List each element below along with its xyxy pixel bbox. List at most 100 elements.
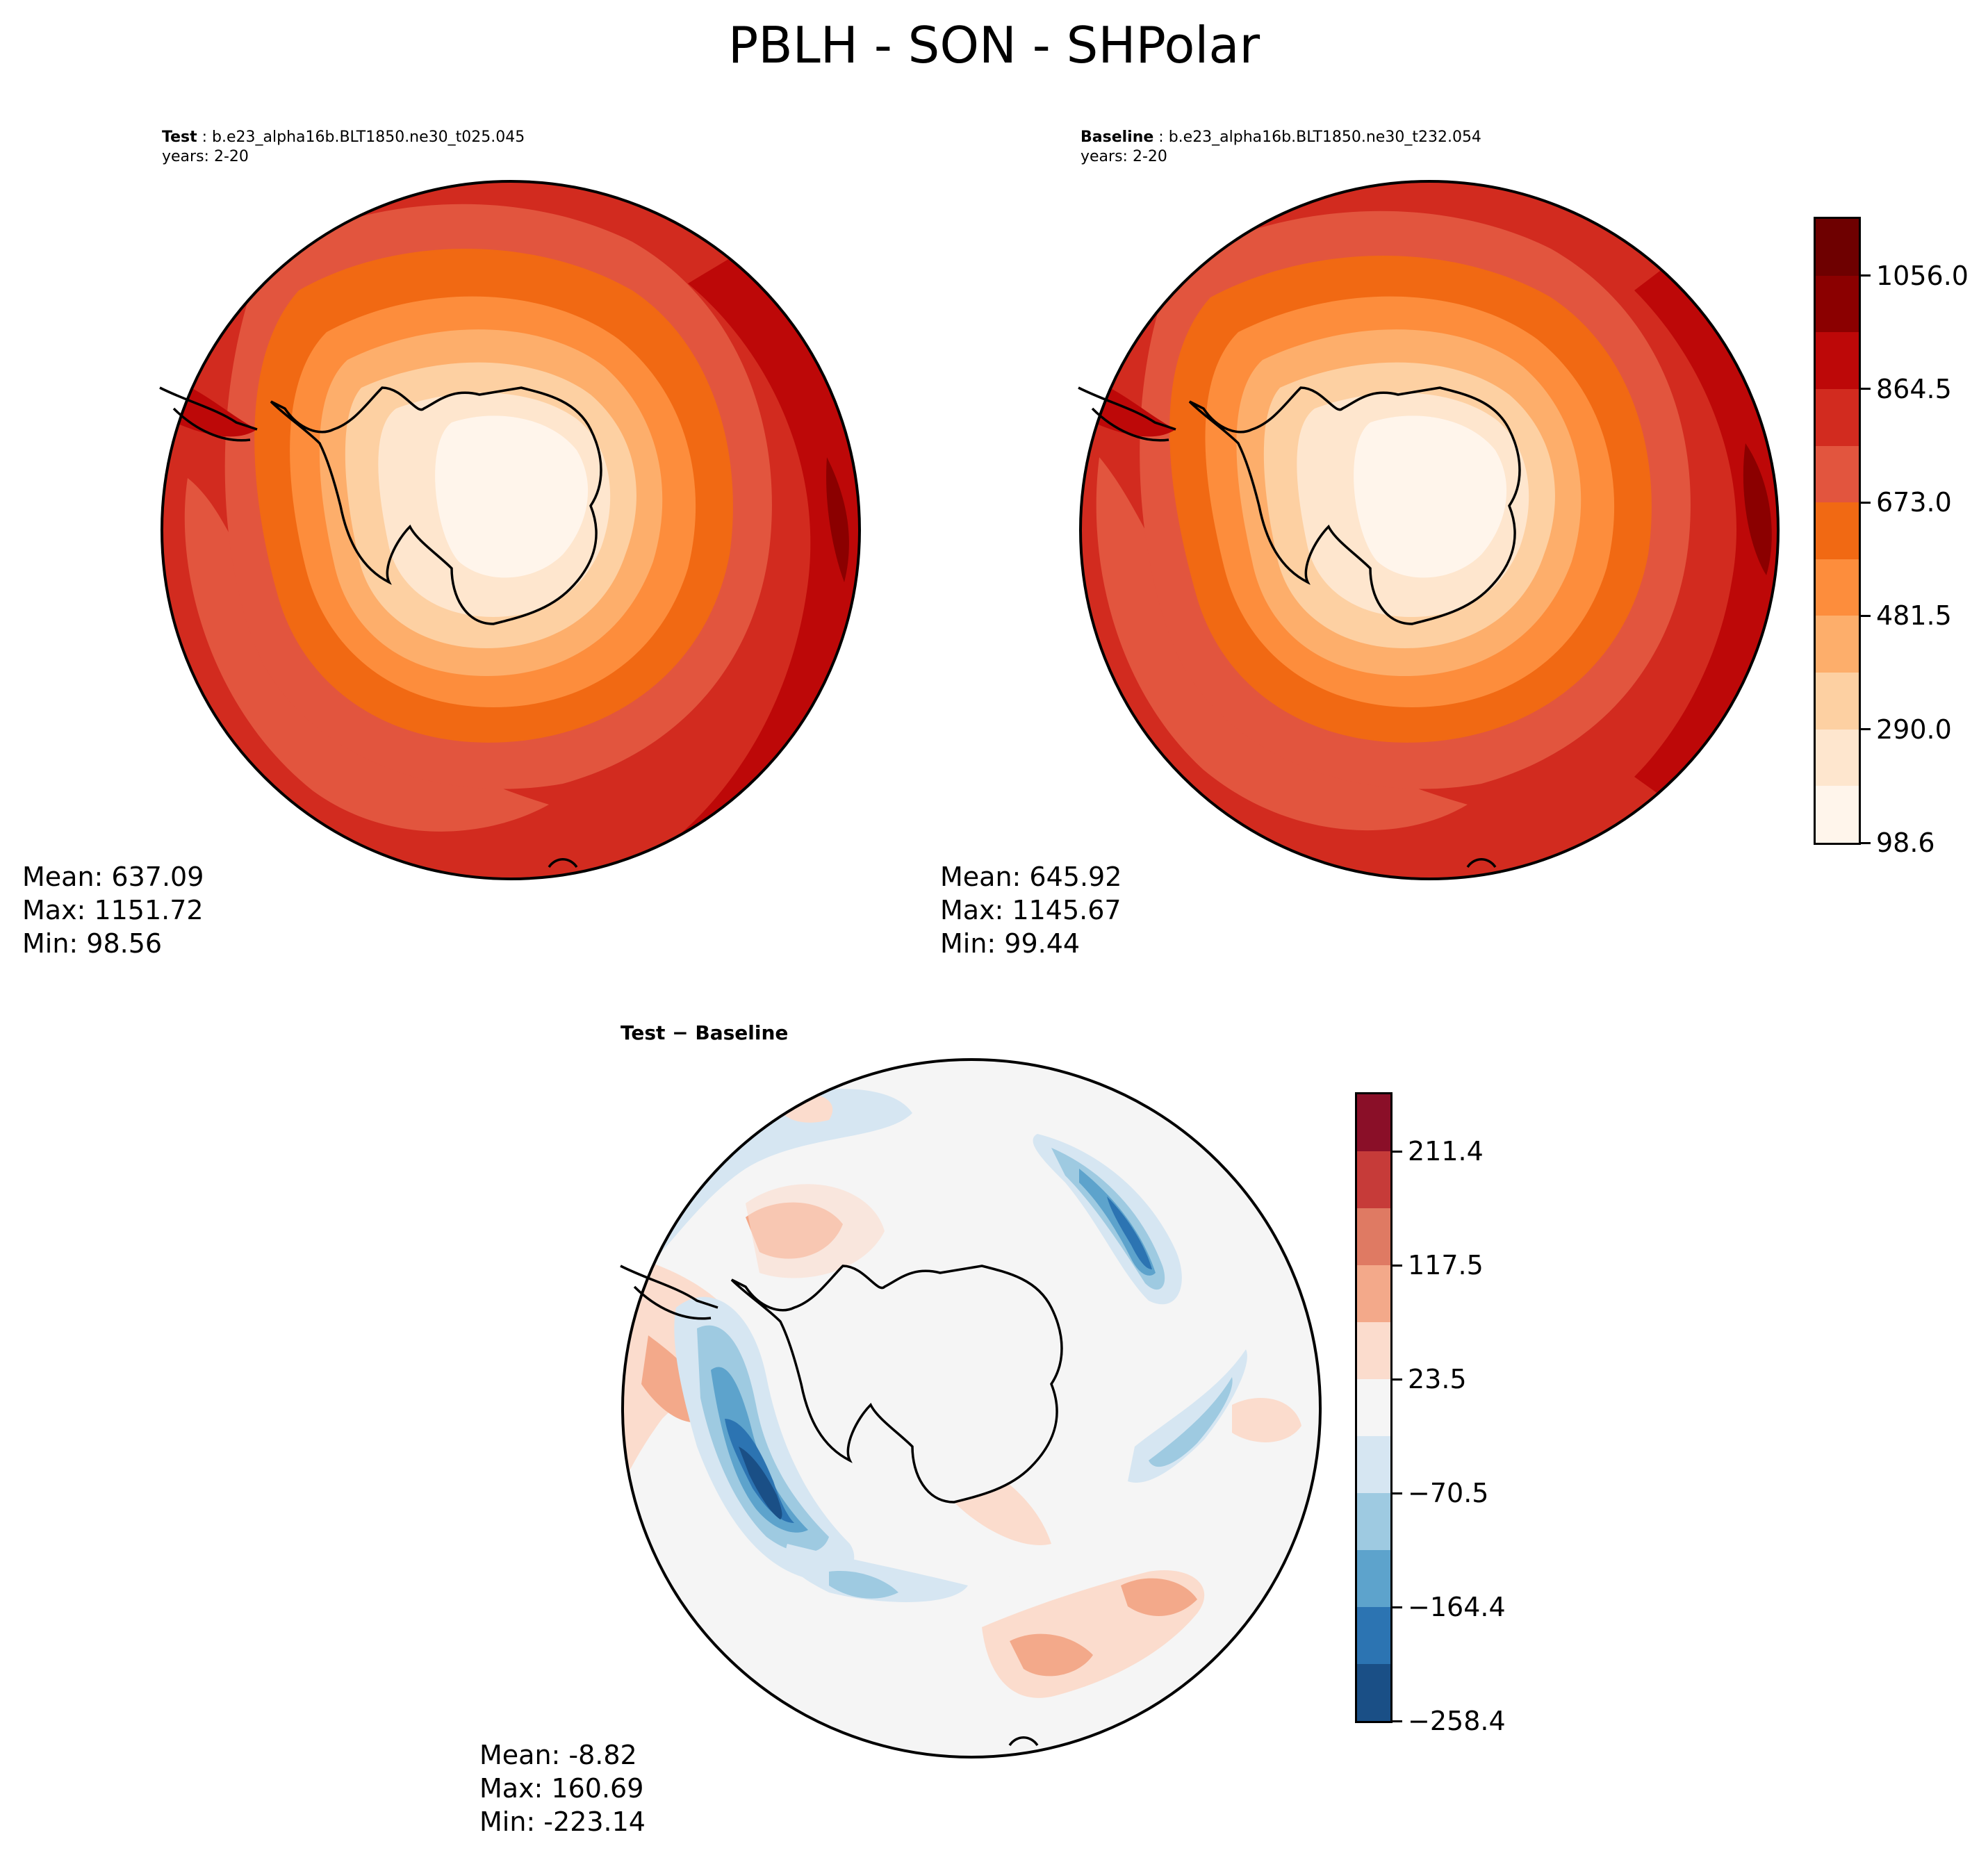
test-contour-band <box>646 181 860 879</box>
diff-contour-band <box>1232 1398 1301 1442</box>
diff-contour-band <box>829 1571 898 1599</box>
main-colorbar-tick <box>1861 274 1871 277</box>
diff-colorbar-tick-label: −164.4 <box>1408 1592 1506 1622</box>
test-coastline <box>270 386 602 625</box>
diff-colorbar-tick-label: −70.5 <box>1408 1478 1489 1508</box>
baseline-panel-label: Baseline : b.e23_alpha16b.BLT1850.ne30_t… <box>1081 128 1481 147</box>
main-colorbar-segment <box>1816 559 1859 616</box>
diff-contour-band <box>1010 1633 1093 1677</box>
main-colorbar-tick-label: 1056.0 <box>1876 260 1969 291</box>
test-max: Max: 1151.72 <box>22 895 204 925</box>
baseline-coastline <box>1466 858 1497 868</box>
diff-coastline <box>730 1265 1063 1504</box>
diff-colorbar-tick <box>1393 1606 1402 1608</box>
test-contour-band <box>826 457 849 582</box>
main-colorbar-tick <box>1861 388 1871 390</box>
baseline-map <box>1078 180 1780 880</box>
diff-colorbar <box>1355 1092 1393 1723</box>
test-panel-label: Test : b.e23_alpha16b.BLT1850.ne30_t025.… <box>162 128 525 147</box>
diff-mean: Mean: -8.82 <box>479 1740 637 1770</box>
diff-colorbar-tick-label: 23.5 <box>1408 1364 1467 1394</box>
diff-contour-band <box>1128 1349 1247 1483</box>
diff-colorbar-segment <box>1357 1151 1390 1208</box>
diff-map <box>620 1058 1322 1759</box>
main-colorbar-tick-label: 864.5 <box>1876 373 1952 404</box>
baseline-label-bold: Baseline <box>1081 129 1154 146</box>
baseline-label-case: : b.e23_alpha16b.BLT1850.ne30_t232.054 <box>1153 129 1481 146</box>
main-colorbar-tick-label: 98.6 <box>1876 827 1935 858</box>
main-colorbar-tick-label: 481.5 <box>1876 600 1952 632</box>
diff-colorbar-tick-label: −258.4 <box>1408 1706 1506 1736</box>
diff-map-boundary <box>621 1058 1322 1759</box>
diff-contour-band <box>746 1184 885 1278</box>
diff-colorbar-segment <box>1357 1379 1390 1436</box>
main-colorbar-tick-label: 673.0 <box>1876 487 1952 518</box>
diff-colorbar-segment <box>1357 1094 1390 1151</box>
diff-colorbar-segment <box>1357 1607 1390 1664</box>
diff-max: Max: 160.69 <box>479 1773 644 1804</box>
baseline-contour-band <box>1354 415 1507 578</box>
diff-panel-label: Test − Baseline <box>621 1021 789 1044</box>
test-contour-band <box>184 478 549 832</box>
test-label-bold: Test <box>162 129 197 146</box>
diff-colorbar-segment <box>1357 1322 1390 1379</box>
diff-contour-band <box>786 1544 968 1602</box>
main-colorbar-segment <box>1816 502 1859 559</box>
diff-colorbar-tick <box>1393 1720 1402 1722</box>
baseline-coastline <box>1188 386 1521 625</box>
main-colorbar-segment <box>1816 388 1859 446</box>
main-colorbar-segment <box>1816 786 1859 843</box>
diff-colorbar-segment <box>1357 1208 1390 1265</box>
main-colorbar-segment <box>1816 275 1859 333</box>
diff-coastline <box>1008 1736 1039 1747</box>
test-min: Min: 98.56 <box>22 928 163 959</box>
test-label-case: : b.e23_alpha16b.BLT1850.ne30_t025.045 <box>197 129 525 146</box>
diff-stats: Mean: -8.82 Max: 160.69 Min: -223.14 <box>479 1738 646 1838</box>
diff-colorbar-segment <box>1357 1436 1390 1493</box>
baseline-mean: Mean: 645.92 <box>940 862 1122 892</box>
figure-title: PBLH - SON - SHPolar <box>728 16 1260 74</box>
baseline-stats: Mean: 645.92 Max: 1145.67 Min: 99.44 <box>940 860 1122 960</box>
diff-contour-band <box>1121 1578 1197 1616</box>
diff-contour-band <box>739 1447 782 1520</box>
diff-colorbar-tick <box>1393 1264 1402 1267</box>
test-map-boundary <box>161 180 861 880</box>
main-colorbar-segment <box>1816 332 1859 389</box>
baseline-map-boundary <box>1079 180 1780 880</box>
main-colorbar-tick-label: 290.0 <box>1876 714 1952 745</box>
main-colorbar-segment <box>1816 445 1859 503</box>
diff-colorbar-segment <box>1357 1265 1390 1322</box>
diff-colorbar-tick-label: 117.5 <box>1408 1250 1484 1280</box>
diff-contour-band <box>1107 1196 1152 1269</box>
diff-colorbar-segment <box>1357 1550 1390 1607</box>
test-map <box>159 180 861 880</box>
diff-contour-band <box>711 1367 808 1533</box>
test-contour-band <box>435 415 589 578</box>
main-colorbar-segment <box>1816 673 1859 730</box>
diff-colorbar-tick <box>1393 1378 1402 1381</box>
main-colorbar-tick <box>1861 501 1871 504</box>
main-colorbar-segment <box>1816 729 1859 787</box>
diff-colorbar-tick <box>1393 1150 1402 1153</box>
baseline-contour-band <box>1743 443 1772 575</box>
test-stats: Mean: 637.09 Max: 1151.72 Min: 98.56 <box>22 860 204 960</box>
diff-colorbar-tick-label: 211.4 <box>1408 1136 1484 1167</box>
baseline-years: years: 2-20 <box>1081 148 1167 165</box>
test-coastline <box>548 858 578 868</box>
diff-contour-band <box>891 1488 1024 1577</box>
main-colorbar-segment <box>1816 219 1859 276</box>
diff-min: Min: -223.14 <box>479 1806 646 1837</box>
baseline-max: Max: 1145.67 <box>940 895 1122 925</box>
main-colorbar-tick <box>1861 614 1871 617</box>
main-colorbar <box>1814 217 1861 845</box>
main-colorbar-tick <box>1861 728 1871 731</box>
test-years: years: 2-20 <box>162 148 249 165</box>
diff-contour-band <box>1149 1377 1233 1467</box>
diff-colorbar-segment <box>1357 1493 1390 1550</box>
test-mean: Mean: 637.09 <box>22 862 204 892</box>
diff-colorbar-segment <box>1357 1664 1390 1721</box>
main-colorbar-segment <box>1816 616 1859 673</box>
baseline-contour-band <box>1096 457 1468 831</box>
main-colorbar-tick <box>1861 841 1871 844</box>
diff-colorbar-tick <box>1393 1492 1402 1494</box>
